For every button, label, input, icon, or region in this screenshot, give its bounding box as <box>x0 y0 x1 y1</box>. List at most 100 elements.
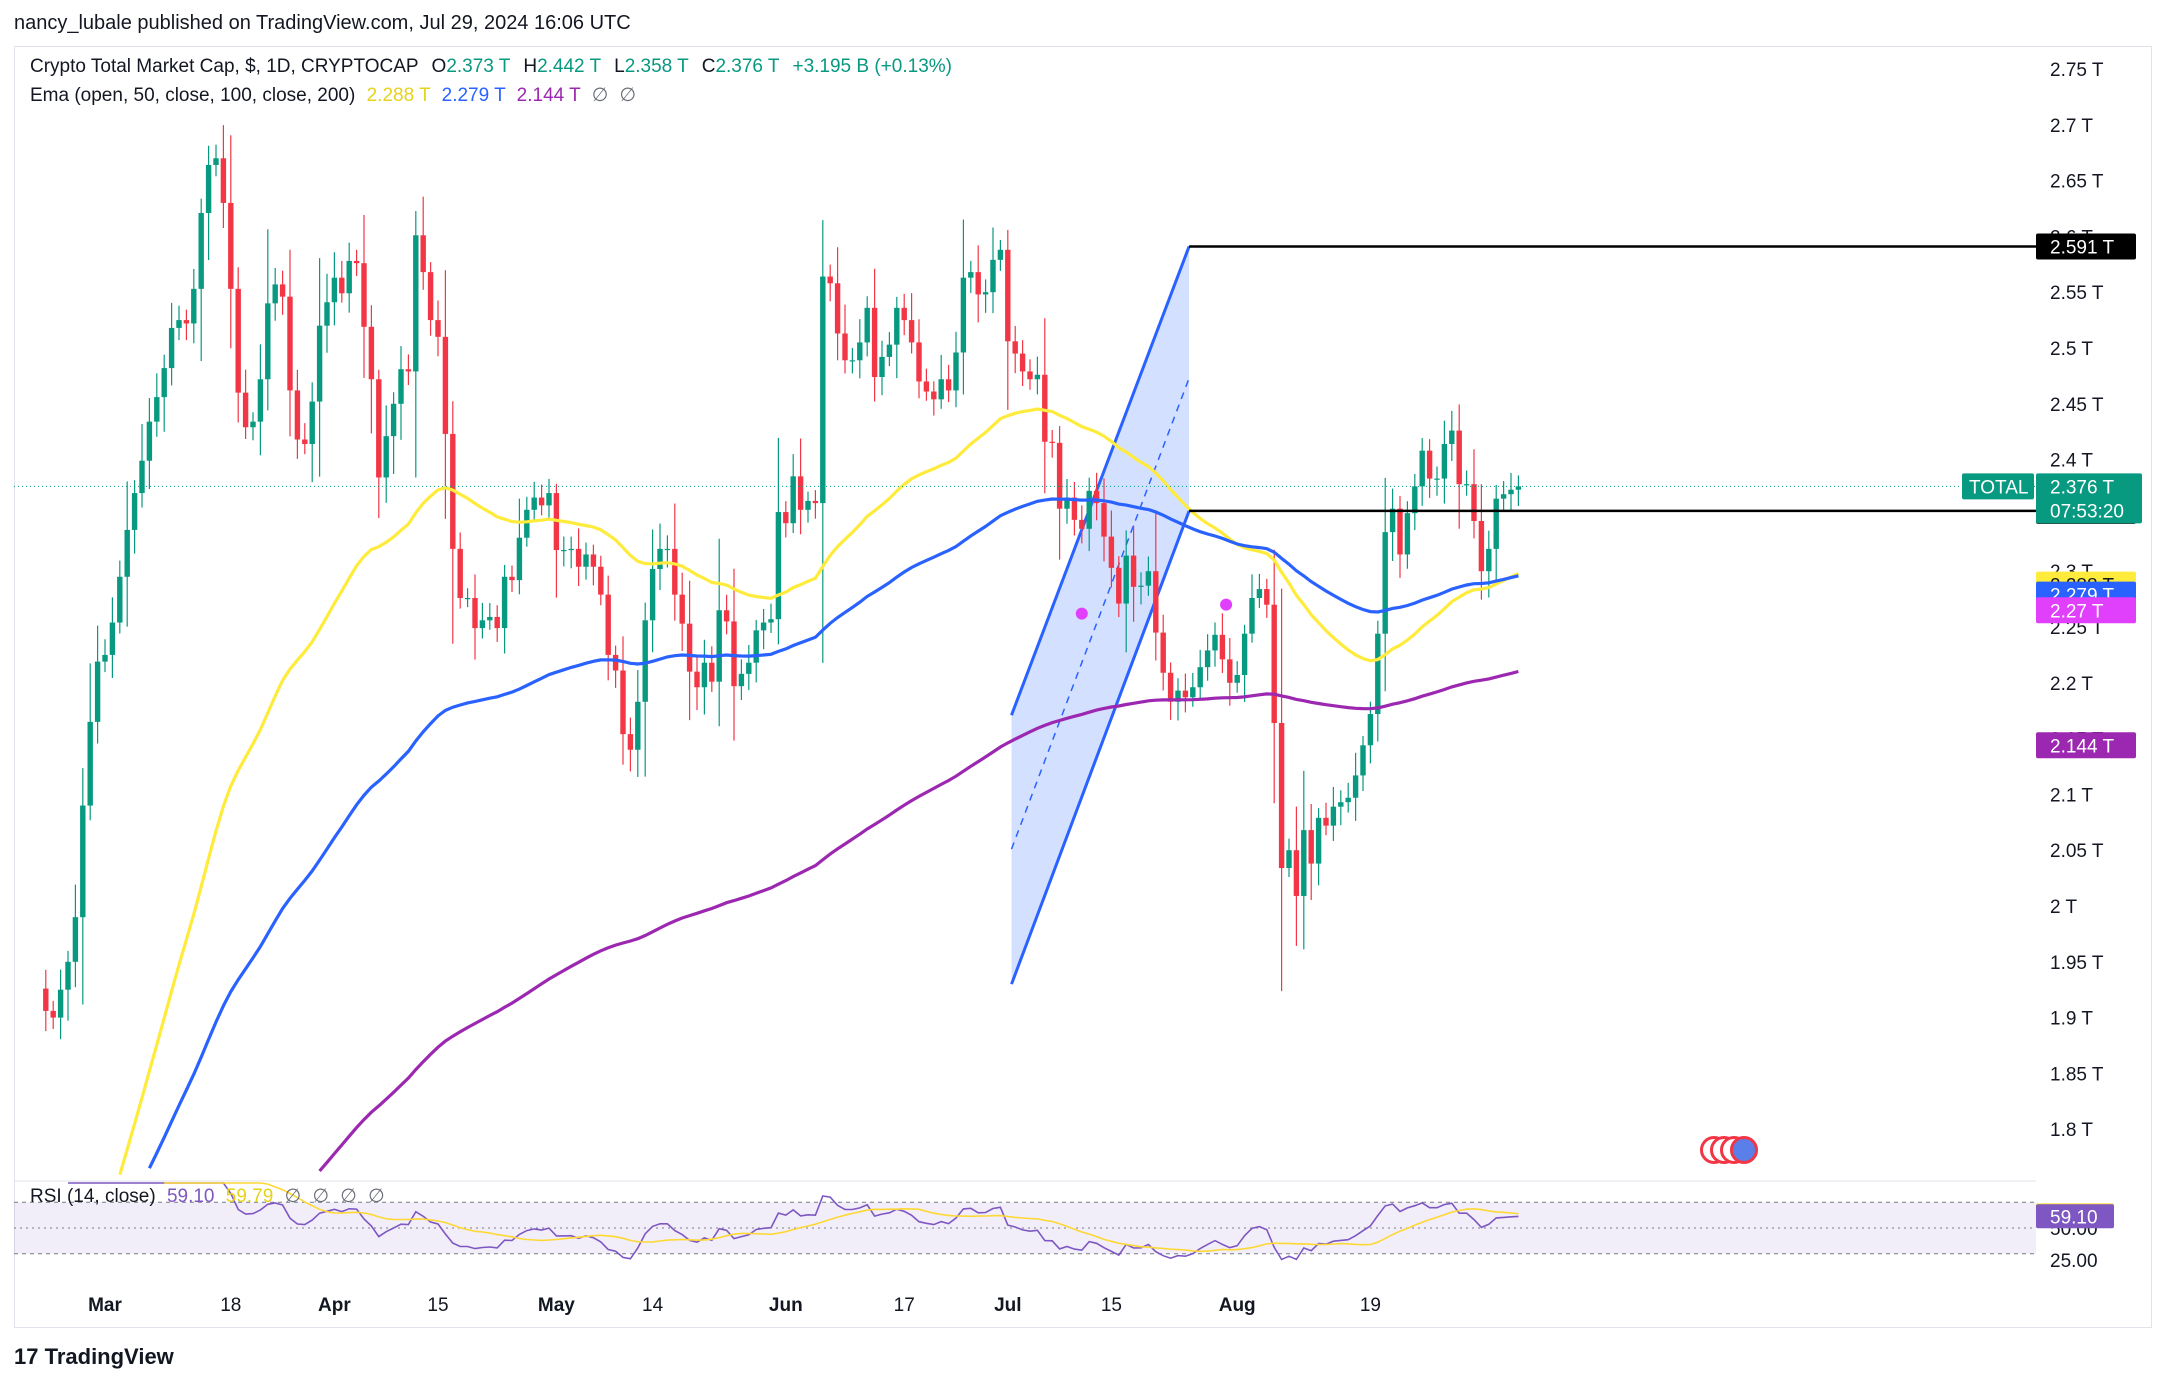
candle-body <box>753 630 759 663</box>
candle-body <box>908 320 915 343</box>
candle-body <box>509 576 515 581</box>
price-tick-label: 2.5 T <box>2050 339 2093 360</box>
candle-body <box>1397 508 1403 555</box>
price-tick-label: 1.85 T <box>2050 1064 2104 1085</box>
candle <box>94 625 101 744</box>
rsi-title: RSI (14, close) <box>30 1186 156 1207</box>
candle-body <box>1352 775 1359 798</box>
candle-body <box>679 594 685 624</box>
candle-body <box>1367 714 1374 746</box>
candle-body <box>1064 497 1070 509</box>
candle-body <box>605 594 611 655</box>
candle-body <box>1449 430 1455 444</box>
candle-body <box>953 352 959 391</box>
candle <box>1227 638 1233 706</box>
candle <box>339 260 345 303</box>
candle-body <box>657 548 663 569</box>
candle-body <box>1419 450 1425 487</box>
candle-body <box>1456 430 1462 485</box>
price-tick-label: 2.1 T <box>2050 785 2093 806</box>
time-tick-label: 18 <box>220 1295 241 1316</box>
candle-body <box>479 620 486 629</box>
candle <box>746 644 752 691</box>
rsi-band <box>14 1202 2036 1254</box>
us-flag-icon[interactable] <box>1730 1136 1758 1164</box>
candle <box>191 268 197 344</box>
candle-body <box>1012 341 1018 354</box>
close-label: C <box>701 56 716 77</box>
candle-body <box>287 296 293 391</box>
candle-body <box>1160 632 1166 673</box>
time-tick-label: 14 <box>642 1295 664 1316</box>
candle <box>427 262 434 336</box>
candle <box>1219 613 1226 674</box>
candle-body <box>43 988 49 1011</box>
candle-body <box>65 961 71 990</box>
candle <box>413 211 419 478</box>
rsi-ma-value: 59.79 <box>225 1186 274 1207</box>
candle <box>812 490 819 519</box>
cross-markers <box>1075 598 1233 620</box>
candle-body <box>1027 371 1033 380</box>
candle-body <box>1308 830 1314 864</box>
candle-body <box>501 576 508 629</box>
candle-body <box>1463 484 1470 486</box>
candle <box>916 319 922 399</box>
candle-body <box>723 610 730 622</box>
candle-body <box>768 619 774 623</box>
candle-body <box>842 333 848 361</box>
candle-body <box>531 497 537 510</box>
candle-body <box>716 610 722 682</box>
candle <box>324 273 330 353</box>
candle <box>50 1000 56 1029</box>
candle <box>353 249 360 277</box>
candle <box>1338 790 1344 826</box>
candle-body <box>923 381 930 392</box>
candle <box>1071 481 1078 536</box>
candle-body <box>975 272 981 295</box>
candle <box>1241 624 1248 703</box>
time-tick-label: Jul <box>994 1295 1021 1316</box>
candle-body <box>790 476 796 524</box>
candle <box>213 144 219 177</box>
cross-marker <box>1075 607 1088 620</box>
candle-body <box>257 379 264 422</box>
candle <box>553 483 560 598</box>
candle-body <box>361 263 367 327</box>
price-tag-text: 2.27 T <box>2050 601 2104 622</box>
candle-body <box>827 276 833 284</box>
rsi-legend: RSI (14, close) 59.10 59.79 ∅ ∅ ∅ ∅ <box>30 1185 385 1208</box>
candle <box>1271 549 1277 804</box>
candle <box>457 532 463 609</box>
rsi-tag-text: 59.10 <box>2050 1207 2098 1228</box>
candle-body <box>1175 690 1181 702</box>
candle <box>598 555 604 606</box>
candle <box>857 319 863 379</box>
candle-body <box>820 276 826 504</box>
candle <box>783 501 789 538</box>
candle <box>220 125 227 228</box>
candle-body <box>220 158 227 203</box>
candle <box>361 214 367 378</box>
candle-body <box>235 288 241 393</box>
candle-body <box>649 568 656 621</box>
cross-marker <box>1220 598 1233 611</box>
tradingview-logo[interactable]: 17 TradingView <box>14 1344 174 1370</box>
candle-body <box>1086 490 1092 529</box>
candle-body <box>760 622 767 631</box>
candle-body <box>738 673 745 687</box>
candle <box>309 382 315 483</box>
candle <box>161 354 167 432</box>
candle-body <box>339 277 345 294</box>
candle-body <box>1264 589 1270 605</box>
candle <box>997 239 1004 271</box>
candle <box>931 381 937 416</box>
ema-title: Ema (open, 50, close, 100, close, 200) <box>30 85 356 106</box>
candle-body <box>205 164 212 213</box>
hidden-value-icon: ∅ <box>591 85 609 106</box>
candle <box>1463 470 1470 496</box>
candle <box>131 480 138 554</box>
candle <box>1160 614 1166 691</box>
candle <box>442 270 449 519</box>
